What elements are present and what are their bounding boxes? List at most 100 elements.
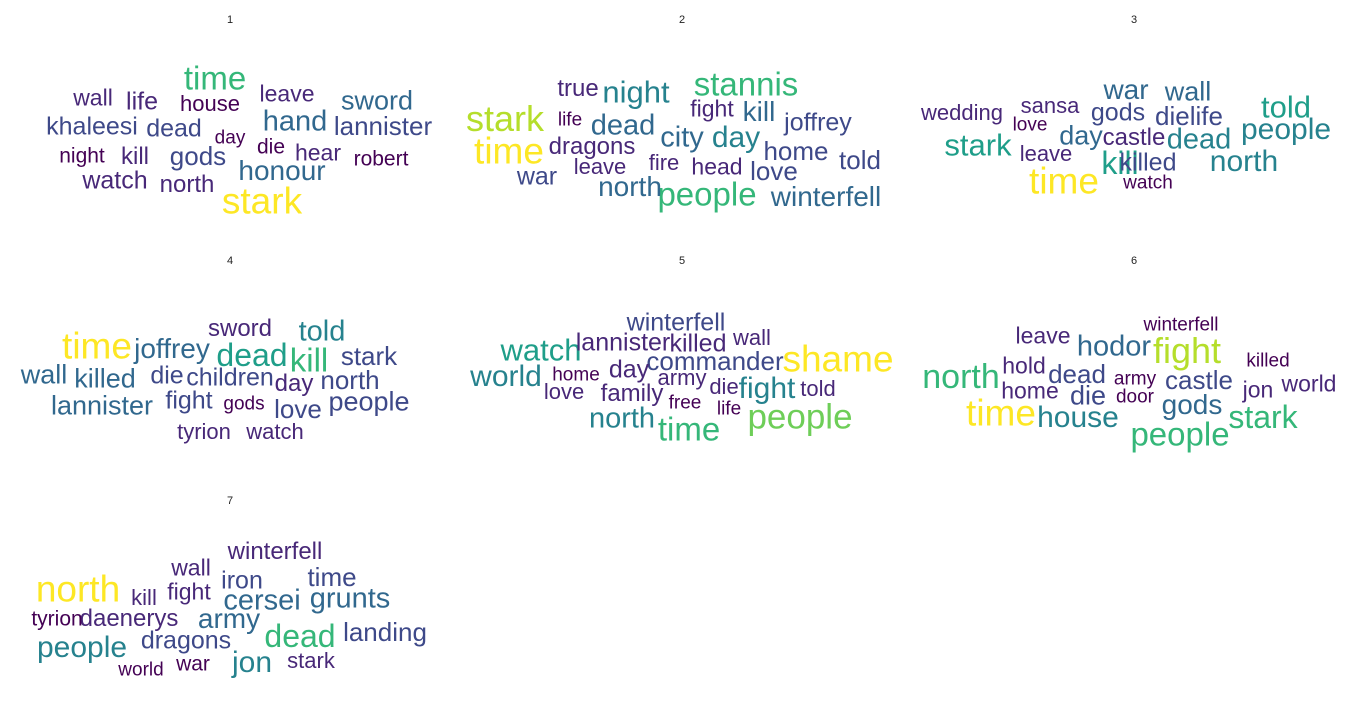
wordcloud-word-fight: fight (738, 372, 796, 405)
panel-title: 5 (678, 255, 686, 267)
wordcloud-word-army: army (1113, 368, 1157, 390)
wordcloud-word-war: war (516, 162, 558, 191)
wordcloud-word-time: time (307, 562, 357, 592)
wordcloud-word-sword: sword (207, 315, 273, 342)
wordcloud-word-stark: stark (944, 127, 1012, 163)
wordcloud-word-leave: leave (1019, 141, 1073, 166)
wordcloud-word-day: day (214, 127, 246, 149)
wordcloud-word-kill: kill (742, 96, 776, 127)
wordcloud-panel-4: 4 time kill dead told joffrey killed wall lanni… (4, 241, 456, 481)
wordcloud-word-hold: hold (1002, 352, 1046, 379)
panel-title: 1 (226, 14, 234, 26)
wordcloud-word-stark: stark (287, 648, 335, 673)
wordcloud-panel-3: 3 time kill told stark north people dead war wal… (908, 0, 1360, 240)
wordcloud-word-die: die (1069, 380, 1107, 411)
wordcloud-word-lannister: lannister (575, 328, 671, 357)
wordcloud-word-gods: gods (223, 393, 265, 415)
wordcloud-word-dead: dead (1048, 359, 1106, 389)
wordcloud-word-home: home (763, 136, 829, 166)
wordcloud-word-winterfell: winterfell (626, 308, 726, 337)
panel-title: 2 (678, 14, 686, 26)
wordcloud-word-leave: leave (259, 80, 315, 107)
wordcloud-word-world: world (1281, 370, 1337, 397)
wordcloud-panel-6: 6 time fight north people stark house hodor god… (908, 241, 1360, 481)
wordcloud-word-north: north (320, 365, 380, 395)
wordcloud-word-children: children (186, 363, 274, 392)
wordcloud-word-dead: dead (146, 114, 202, 143)
wordcloud-word-dragons: dragons (548, 133, 636, 160)
wordcloud-word-war: war (1103, 74, 1149, 105)
wordcloud-word-leave: leave (573, 154, 627, 179)
wordcloud-word-north: north (159, 171, 215, 198)
panel-title: 7 (226, 495, 234, 507)
wordcloud-word-home: home (1001, 377, 1059, 404)
wordcloud-word-robert: robert (353, 147, 409, 171)
wordcloud-word-dead: dead (1166, 123, 1232, 156)
wordcloud-word-head: head (691, 153, 743, 180)
wordcloud-word-fight: fight (690, 95, 734, 122)
wordcloud-word-life: life (126, 87, 158, 116)
wordcloud-word-people: people (328, 386, 410, 417)
wordcloud-word-day: day (274, 370, 314, 397)
wordcloud-word-day: day (1059, 120, 1103, 151)
wordcloud-word-stark: stark (1228, 399, 1298, 435)
wordcloud-word-honour: honour (238, 155, 326, 186)
wordcloud-word-kill: kill (131, 585, 157, 610)
panel-title: 6 (1130, 255, 1138, 267)
wordcloud-word-dead: dead (590, 109, 656, 142)
wordcloud-word-kill: kill (121, 143, 149, 170)
wordcloud-word-leave: leave (1015, 322, 1071, 349)
wordcloud-word-free: free (668, 392, 702, 414)
wordcloud-word-time: time (1029, 160, 1099, 202)
wordcloud-word-joffrey: joffrey (134, 333, 210, 364)
wordcloud-word-wall: wall (1164, 76, 1212, 107)
wordcloud-word-iron: iron (221, 566, 263, 595)
wordcloud-word-house: house (180, 91, 240, 116)
wordcloud-word-north: north (588, 402, 656, 435)
wordcloud-word-grunts: grunts (309, 582, 391, 615)
wordcloud-panel-1: 1 stark time hand honour sword gods lannister k… (4, 0, 456, 240)
wordcloud-word-jon: jon (231, 646, 273, 679)
wordcloud-word-lannister: lannister (50, 390, 154, 421)
wordcloud-word-watch: watch (246, 419, 304, 444)
wordcloud-word-people: people (747, 397, 853, 437)
wordcloud-word-watch: watch (82, 166, 148, 195)
wordcloud-word-castle: castle (1102, 124, 1166, 151)
wordcloud-word-fight: fight (165, 386, 213, 415)
wordcloud-word-killed: killed (1119, 148, 1177, 177)
wordcloud-word-sword: sword (340, 85, 414, 116)
wordcloud-word-tyrion: tyrion (31, 607, 83, 631)
wordcloud-word-killed: killed (669, 329, 727, 358)
wordcloud-word-hand: hand (262, 105, 328, 138)
wordcloud-word-told: told (800, 376, 836, 401)
wordcloud-word-army: army (657, 365, 707, 390)
wordcloud-word-jon: jon (1242, 376, 1274, 403)
wordcloud-word-time: time (183, 59, 247, 97)
wordcloud-word-commander: commander (646, 346, 784, 376)
wordcloud-word-time: time (966, 392, 1036, 434)
wordcloud-word-killed: killed (1246, 350, 1290, 372)
panel-title: 3 (1130, 14, 1138, 26)
wordcloud-word-people: people (1240, 113, 1332, 146)
wordcloud-panel-2: 2 time stark people stannis night day city dead… (456, 0, 908, 240)
wordcloud-word-love: love (1012, 114, 1048, 136)
wordcloud-word-told: told (298, 315, 346, 348)
wordcloud-word-day: day (711, 121, 761, 154)
wordcloud-word-family: family (600, 380, 664, 407)
wordcloud-word-told: told (839, 145, 881, 175)
wordcloud-word-lannister: lannister (333, 111, 433, 141)
wordcloud-word-city: city (660, 121, 704, 154)
wordcloud-word-stark: stark (465, 98, 545, 139)
wordcloud-word-time: time (62, 325, 132, 367)
wordcloud-word-daenerys: daenerys (79, 605, 179, 632)
wordcloud-word-dragons: dragons (140, 626, 232, 655)
wordcloud-word-door: door (1115, 386, 1155, 408)
wordcloud-word-die: die (150, 361, 184, 390)
wordcloud-word-stark: stark (221, 180, 303, 222)
wordcloud-word-dead: dead (264, 618, 336, 654)
wordcloud-word-true: true (557, 75, 599, 102)
wordcloud-word-night: night (59, 144, 105, 168)
wordcloud-word-gods: gods (1090, 98, 1146, 127)
wordcloud-word-night: night (602, 74, 670, 110)
wordcloud-word-wedding: wedding (921, 100, 1003, 125)
